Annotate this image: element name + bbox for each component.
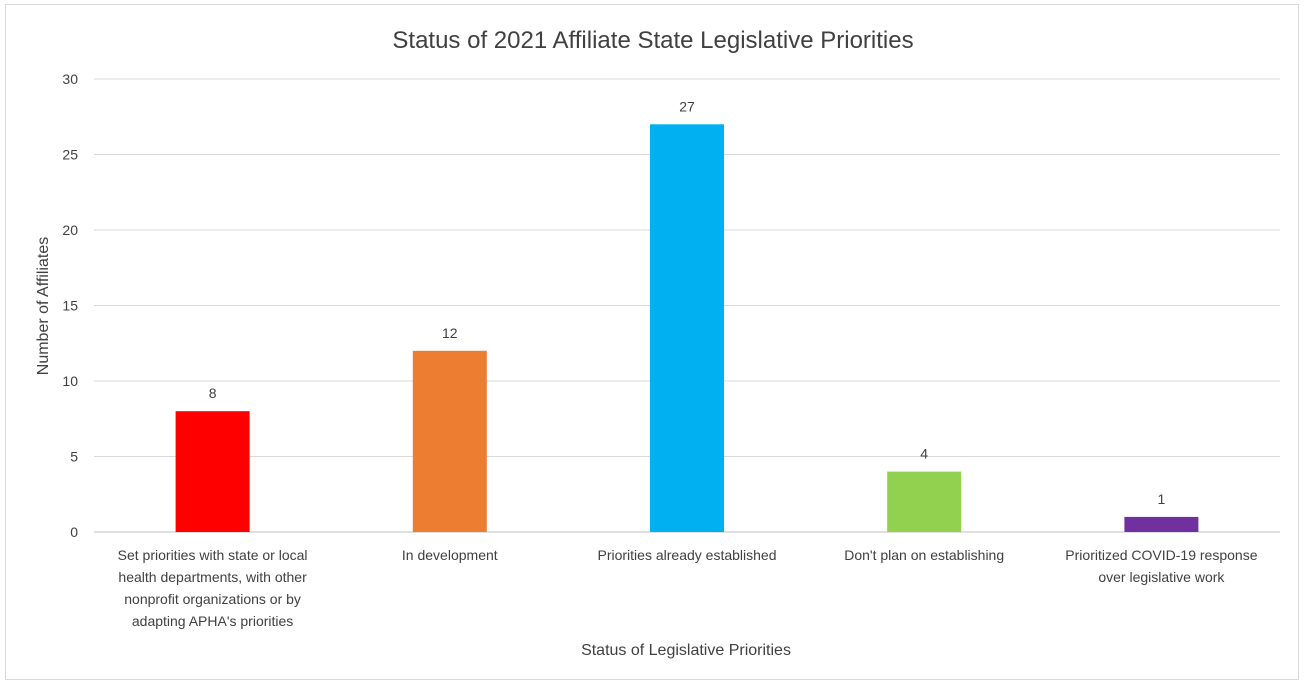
y-axis-ticks: 0 5 10 15 20 25 30	[62, 71, 78, 540]
category-label: In development	[402, 547, 498, 563]
category-label-line: adapting APHA's priorities	[132, 613, 293, 629]
bars	[175, 124, 1199, 533]
y-tick-label: 20	[62, 222, 78, 238]
category-label-line: nonprofit organizations or by	[124, 591, 301, 607]
bar	[887, 471, 962, 532]
category-label-line: Priorities already established	[598, 547, 777, 563]
category-label-line: Prioritized COVID-19 response	[1065, 547, 1257, 563]
data-labels: 8 12 27 4 1	[209, 98, 1166, 507]
category-label-line: In development	[402, 547, 498, 563]
y-tick-label: 10	[62, 373, 78, 389]
category-label: Priorities already established	[598, 547, 777, 563]
category-label-line: Don't plan on establishing	[844, 547, 1004, 563]
data-label: 1	[1158, 491, 1166, 507]
data-label: 27	[679, 98, 695, 114]
category-label: Prioritized COVID-19 response over legisl…	[1065, 547, 1257, 585]
category-label-line: over legislative work	[1098, 569, 1225, 585]
x-axis-title: Status of Legislative Priorities	[581, 642, 791, 659]
bar	[175, 411, 250, 532]
category-label-line: Set priorities with state or local	[118, 547, 308, 563]
y-tick-label: 5	[70, 449, 78, 465]
category-label-line: health departments, with other	[118, 569, 307, 585]
y-tick-label: 15	[62, 298, 78, 314]
y-axis-title: Number of Affiliates	[35, 237, 52, 375]
bar	[1124, 516, 1199, 532]
data-label: 8	[209, 385, 217, 401]
category-labels: Set priorities with state or local health…	[118, 547, 1258, 629]
y-tick-label: 25	[62, 147, 78, 163]
y-tick-label: 0	[70, 524, 78, 540]
chart-title: Status of 2021 Affiliate State Legislati…	[392, 27, 913, 54]
category-label: Set priorities with state or local health…	[118, 547, 308, 629]
data-label: 4	[920, 446, 928, 462]
bar	[412, 350, 487, 532]
data-label: 12	[442, 325, 458, 341]
category-label: Don't plan on establishing	[844, 547, 1004, 563]
bar	[650, 124, 724, 533]
y-tick-label: 30	[62, 71, 78, 87]
